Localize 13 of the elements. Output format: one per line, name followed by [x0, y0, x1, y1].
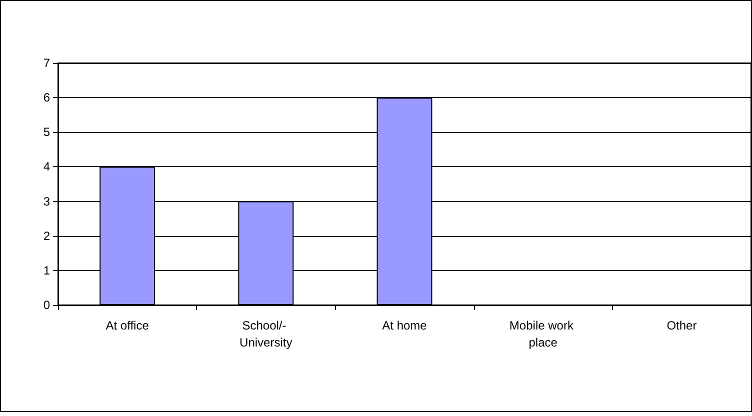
y-tick-label: 1: [43, 263, 50, 278]
y-tick-label: 6: [43, 90, 50, 105]
y-tick-label: 2: [43, 228, 50, 243]
y-tick-label: 3: [43, 194, 50, 208]
y-tick-label: 4: [43, 160, 50, 174]
x-tick-label: Other: [666, 318, 697, 332]
x-tick-label: School/- University: [240, 318, 292, 350]
y-tick-label: 0: [43, 298, 50, 312]
y-tick-label: 7: [43, 56, 50, 70]
x-tick-label: At home: [382, 318, 428, 332]
x-tick-label: Mobile work place: [509, 318, 577, 350]
y-tick-label: 5: [43, 125, 50, 140]
x-tick-label: At office: [106, 318, 150, 332]
